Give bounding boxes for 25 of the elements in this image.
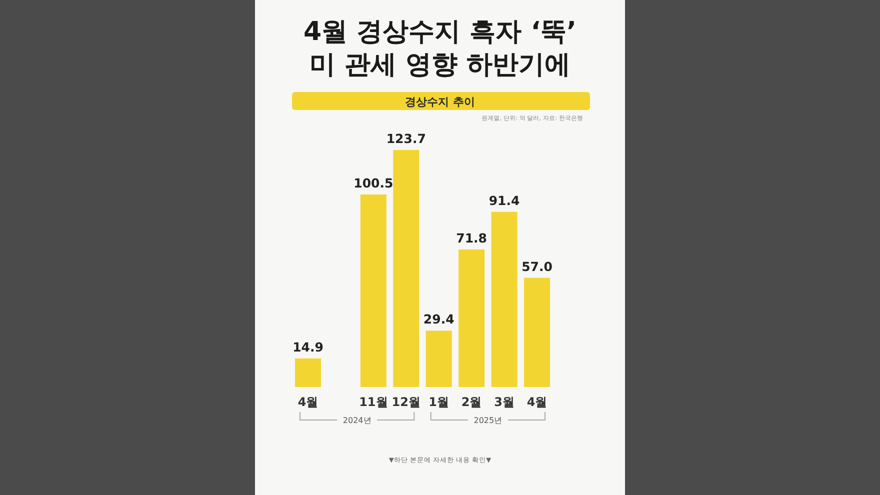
x-tick-label: 2월	[461, 395, 482, 409]
x-tick-label: 1월	[428, 395, 450, 409]
data-label: 71.8	[456, 230, 487, 246]
data-label: 91.4	[488, 192, 520, 208]
text: 2024년	[342, 416, 372, 425]
data-label: 100.5	[354, 175, 394, 190]
data-label: 57.0	[522, 258, 553, 274]
data-label: 14.9	[292, 339, 324, 354]
bar	[426, 330, 452, 387]
text: 2025년	[474, 416, 502, 425]
x-tick-label: 4월	[298, 395, 318, 409]
chart-subtitle: 경상수지 추이	[405, 96, 475, 108]
x-tick-label: 3월	[494, 395, 514, 409]
chart-title: 4월 경상수지 흑자 ‘뚝’ 미 관세 영향 하반기에	[304, 17, 576, 80]
bar	[295, 358, 321, 387]
data-label: 29.4	[423, 312, 455, 327]
x-tick-label: 12월	[392, 395, 420, 409]
bar	[458, 249, 485, 387]
data-label: 123.7	[386, 131, 426, 146]
bar	[524, 278, 550, 387]
bar	[393, 150, 420, 387]
bar	[360, 194, 386, 387]
bar	[491, 212, 518, 387]
x-tick-label: 11월	[359, 395, 388, 409]
x-tick-label: 4월	[526, 395, 548, 409]
